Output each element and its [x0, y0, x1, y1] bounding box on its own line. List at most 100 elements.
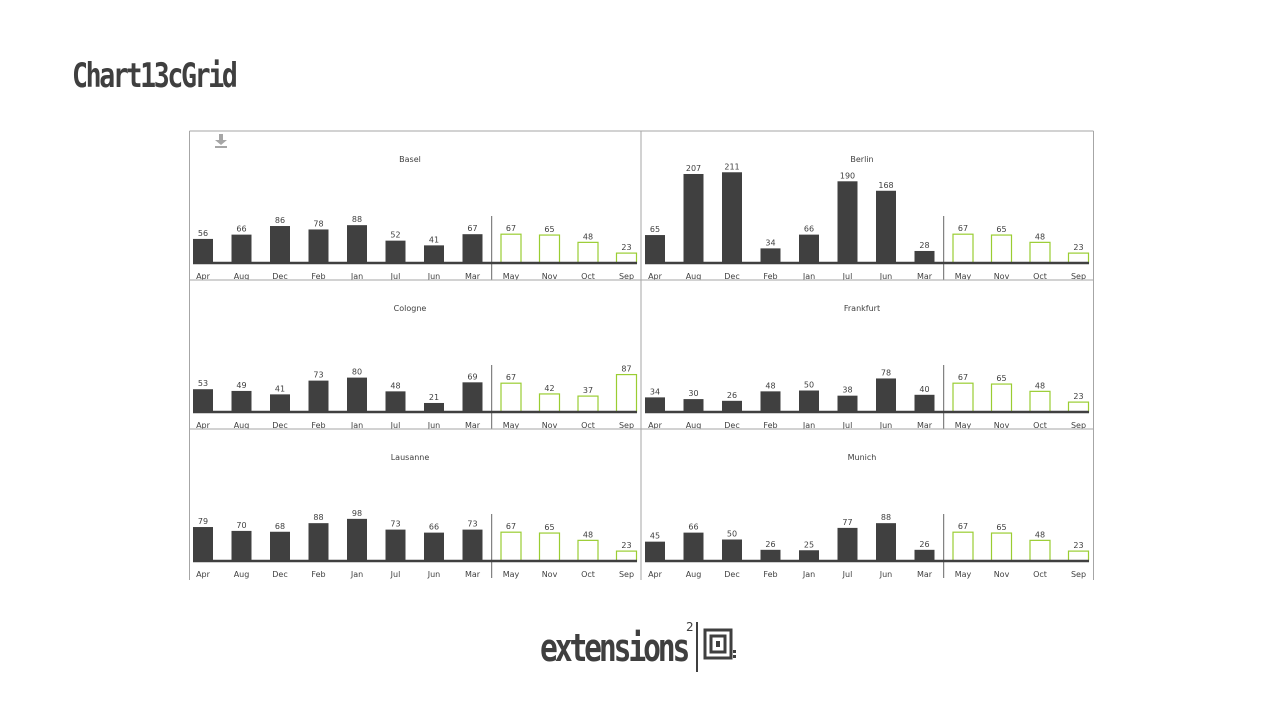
data-label: 67: [506, 522, 516, 531]
data-label: 65: [996, 374, 1006, 383]
x-tick-label: Feb: [763, 272, 777, 281]
chart-panel: Berlin 65 Apr 207 Aug 211 Dec 34 Feb 66 Jan 190 Jul 1…: [645, 155, 1090, 281]
x-tick-label: Sep: [619, 421, 634, 430]
x-tick-label: Aug: [686, 570, 702, 579]
forecast-bar: [1029, 539, 1051, 562]
x-tick-label: Aug: [234, 421, 250, 430]
x-tick-label: Jan: [350, 570, 363, 579]
actual-bar: [722, 172, 742, 263]
x-tick-label: Dec: [724, 421, 739, 430]
x-tick-label: Jul: [390, 570, 401, 579]
data-label: 65: [544, 225, 554, 234]
actual-bar: [347, 377, 367, 412]
data-label: 73: [313, 371, 323, 380]
data-label: 190: [840, 171, 855, 180]
x-tick-label: Nov: [994, 272, 1010, 281]
x-tick-label: Mar: [917, 570, 933, 579]
actual-bar: [193, 527, 213, 561]
actual-bar: [837, 395, 858, 412]
data-label: 67: [506, 224, 516, 233]
forecast-bar: [615, 252, 638, 264]
actual-bar: [722, 400, 742, 412]
actual-bar: [424, 245, 444, 263]
x-tick-label: Sep: [619, 272, 634, 281]
x-tick-label: Jul: [390, 421, 401, 430]
download-icon[interactable]: [213, 133, 229, 149]
data-label: 79: [198, 517, 208, 526]
panel-title: Munich: [848, 453, 877, 462]
data-label: 86: [275, 216, 285, 225]
data-label: 38: [842, 386, 852, 395]
x-tick-label: Apr: [196, 272, 211, 281]
x-tick-label: Jan: [802, 272, 815, 281]
data-label: 48: [1035, 530, 1045, 539]
actual-bar: [424, 532, 444, 561]
x-tick-label: Mar: [465, 570, 481, 579]
actual-bar: [876, 523, 896, 561]
data-label: 30: [688, 389, 698, 398]
data-label: 23: [1073, 392, 1083, 401]
actual-bar: [270, 226, 290, 263]
data-label: 23: [621, 541, 631, 550]
chart-panel: Basel 56 Apr 66 Aug 86 Dec 78 Feb 88 Jan 52 Jul 41 Jun…: [193, 155, 638, 281]
actual-bar: [462, 234, 483, 263]
x-tick-label: Apr: [196, 421, 211, 430]
x-tick-label: Apr: [648, 570, 663, 579]
extensions-logo: extensions 2: [540, 620, 750, 676]
x-tick-label: Nov: [994, 421, 1010, 430]
actual-bar: [462, 382, 483, 412]
data-label: 66: [429, 523, 439, 532]
forecast-bar: [990, 383, 1013, 413]
data-label: 73: [467, 520, 477, 529]
actual-bar: [645, 541, 665, 561]
actual-bar: [760, 549, 781, 561]
actual-bar: [914, 250, 935, 263]
actual-bar: [308, 380, 329, 412]
x-tick-label: Feb: [763, 421, 777, 430]
x-tick-label: Jun: [427, 272, 441, 281]
data-label: 53: [198, 379, 208, 388]
x-tick-label: Nov: [994, 570, 1010, 579]
x-tick-label: Nov: [542, 421, 558, 430]
x-tick-label: May: [503, 421, 520, 430]
data-label: 88: [313, 513, 323, 522]
x-tick-label: Aug: [686, 272, 702, 281]
data-label: 28: [919, 241, 929, 250]
data-label: 80: [352, 368, 362, 377]
x-tick-label: Jun: [879, 421, 893, 430]
forecast-bar: [1029, 390, 1051, 413]
logo-superscript: 2: [686, 620, 694, 634]
x-tick-label: Aug: [234, 570, 250, 579]
forecast-bar: [615, 550, 638, 562]
actual-bar: [385, 529, 406, 561]
x-tick-label: Dec: [272, 421, 287, 430]
data-label: 78: [313, 219, 323, 228]
x-tick-label: Sep: [1071, 272, 1086, 281]
data-label: 207: [686, 164, 701, 173]
x-tick-label: Oct: [1033, 272, 1047, 281]
data-label: 67: [506, 373, 516, 382]
x-tick-label: Jun: [427, 421, 441, 430]
data-label: 34: [650, 387, 660, 396]
x-tick-label: May: [955, 421, 972, 430]
x-tick-label: Jan: [802, 421, 815, 430]
data-label: 66: [236, 225, 246, 234]
logo-divider: [696, 622, 698, 672]
x-tick-label: Dec: [724, 570, 739, 579]
actual-bar: [760, 248, 781, 263]
data-label: 70: [236, 521, 246, 530]
actual-bar: [799, 390, 819, 412]
data-label: 40: [919, 385, 929, 394]
x-tick-label: Jul: [842, 272, 853, 281]
x-tick-label: Oct: [581, 421, 595, 430]
data-label: 66: [688, 523, 698, 532]
data-label: 88: [881, 513, 891, 522]
x-tick-label: Apr: [648, 421, 663, 430]
data-label: 48: [583, 530, 593, 539]
data-label: 41: [429, 235, 439, 244]
data-label: 69: [467, 372, 477, 381]
forecast-bar: [577, 539, 599, 562]
data-label: 67: [958, 224, 968, 233]
data-label: 37: [583, 386, 593, 395]
forecast-bar: [538, 532, 561, 562]
